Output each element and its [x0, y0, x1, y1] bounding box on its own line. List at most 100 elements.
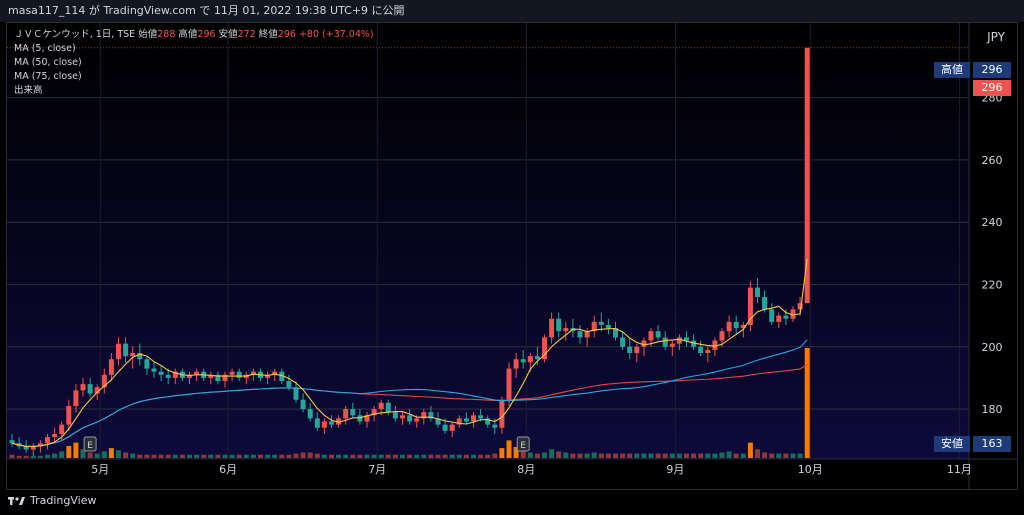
- volume-bars: [9, 348, 810, 458]
- candle-body-73: [527, 356, 533, 363]
- volume-bar-68: [492, 453, 498, 458]
- volume-bar-38: [279, 454, 285, 458]
- tradingview-brand[interactable]: TradingView: [8, 494, 96, 507]
- candle-body-94: [676, 337, 682, 344]
- candle-body-92: [662, 337, 668, 347]
- legend-symbol-row: ＪＶＣケンウッド, 1日, TSE 始値288 高値296 安値272 終値29…: [14, 28, 374, 42]
- candle-body-61: [442, 424, 448, 431]
- candle-body-11: [87, 384, 93, 394]
- candle-body-68: [492, 424, 498, 428]
- candle-body-102: [733, 321, 739, 329]
- chart-frame[interactable]: [6, 22, 1018, 490]
- candle-body-18: [137, 353, 143, 360]
- volume-bar-39: [286, 454, 292, 458]
- high-tag-value: 296: [973, 62, 1011, 78]
- volume-bar-20: [151, 454, 157, 458]
- volume-bar-16: [123, 452, 129, 458]
- candle-body-60: [435, 418, 441, 425]
- volume-bar-92: [662, 453, 668, 458]
- volume-bar-4: [37, 455, 43, 458]
- candle-body-25: [187, 374, 192, 378]
- volume-bar-102: [733, 453, 739, 458]
- volume-bar-58: [421, 454, 427, 458]
- candle-body-39: [286, 381, 292, 388]
- brand-name: TradingView: [30, 494, 97, 507]
- candle-body-10: [80, 384, 86, 391]
- candle-body-42: [307, 409, 313, 419]
- volume-bar-22: [165, 454, 171, 458]
- candle-body-14: [108, 359, 114, 375]
- volume-bar-69: [499, 448, 505, 458]
- candle-body-69: [499, 399, 505, 428]
- candle-body-106: [762, 296, 768, 310]
- volume-bar-87: [627, 453, 633, 458]
- low-label: 安値: [218, 29, 238, 40]
- candle-body-85: [613, 328, 618, 338]
- candle-body-31: [229, 371, 235, 375]
- volume-bar-70: [506, 440, 512, 458]
- volume-bar-18: [137, 454, 143, 458]
- volume-bar-56: [407, 454, 413, 458]
- candle-body-75: [542, 337, 547, 360]
- candle-body-72: [520, 359, 526, 363]
- candle-body-93: [669, 343, 675, 347]
- high-label: 高値: [178, 29, 198, 40]
- candle-body-19: [144, 359, 150, 369]
- volume-bar-86: [620, 453, 626, 458]
- volume-bar-94: [676, 453, 682, 458]
- legend-volume[interactable]: 出来高: [14, 85, 43, 96]
- candle-body-29: [215, 374, 221, 382]
- volume-bar-93: [669, 453, 675, 458]
- candle-body-26: [194, 371, 200, 375]
- candle-body-50: [364, 415, 370, 422]
- volume-bar-7: [59, 451, 65, 458]
- candle-body-91: [655, 331, 661, 338]
- volume-bar-31: [229, 454, 235, 458]
- volume-bar-36: [265, 454, 271, 458]
- candle-body-47: [343, 409, 349, 419]
- candle-body-108: [776, 315, 782, 322]
- ma5-line: [11, 258, 808, 447]
- volume-bar-78: [563, 452, 569, 458]
- legend-ma75[interactable]: MA (75, close): [14, 71, 82, 82]
- volume-bar-97: [698, 453, 704, 458]
- volume-bar-104: [747, 442, 753, 458]
- volume-bar-111: [797, 453, 803, 458]
- volume-bar-74: [534, 453, 540, 458]
- high-value: 296: [197, 29, 216, 40]
- candle-body-100: [719, 331, 725, 341]
- volume-bar-106: [762, 452, 768, 458]
- volume-bar-95: [684, 453, 689, 458]
- candle-body-51: [371, 409, 377, 416]
- x-tick-label-6: 11月: [947, 463, 972, 476]
- low-tag-label: 安値: [934, 436, 970, 452]
- volume-bar-8: [66, 445, 72, 458]
- volume-bar-103: [740, 453, 746, 458]
- legend-ma50[interactable]: MA (50, close): [14, 57, 82, 68]
- volume-bar-65: [471, 454, 476, 458]
- ma50-line: [11, 339, 808, 447]
- volume-bar-107: [769, 453, 775, 458]
- candle-body-83: [598, 321, 604, 325]
- candle-body-36: [265, 374, 271, 378]
- volume-bar-43: [314, 453, 320, 458]
- candle-body-77: [556, 318, 562, 332]
- volume-bar-71: [513, 447, 519, 458]
- earnings-marker-1: [516, 436, 530, 452]
- volume-bar-83: [598, 453, 604, 458]
- candle-body-84: [605, 324, 611, 329]
- volume-bar-53: [385, 454, 391, 458]
- x-tick-label-5: 10月: [798, 463, 823, 476]
- x-tick-label-3: 8月: [517, 463, 535, 476]
- close-label: 終値: [258, 29, 278, 40]
- open-label: 始値: [138, 29, 158, 40]
- volume-bar-32: [236, 454, 242, 458]
- candle-body-80: [577, 331, 583, 338]
- volume-bar-112: [804, 348, 810, 458]
- candle-body-46: [336, 418, 342, 425]
- candle-body-48: [350, 409, 356, 416]
- volume-bar-28: [208, 454, 214, 458]
- y-tick-label-3: 240: [982, 216, 1003, 229]
- legend-ma5[interactable]: MA (5, close): [14, 43, 76, 54]
